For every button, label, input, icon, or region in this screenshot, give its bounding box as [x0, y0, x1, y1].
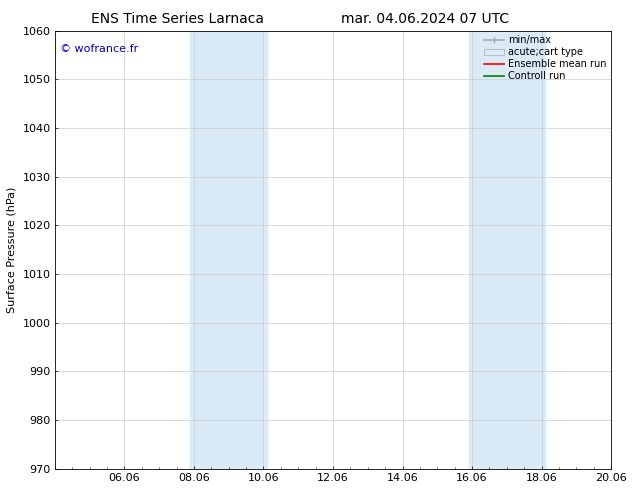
- Text: ENS Time Series Larnaca: ENS Time Series Larnaca: [91, 12, 264, 26]
- Text: © wofrance.fr: © wofrance.fr: [60, 44, 139, 54]
- Bar: [469, 30, 489, 469]
- Bar: [211, 30, 267, 469]
- Y-axis label: Surface Pressure (hPa): Surface Pressure (hPa): [7, 187, 17, 313]
- Legend: min/max, acute;cart type, Ensemble mean run, Controll run: min/max, acute;cart type, Ensemble mean …: [482, 32, 609, 84]
- Bar: [190, 30, 211, 469]
- Text: mar. 04.06.2024 07 UTC: mar. 04.06.2024 07 UTC: [340, 12, 509, 26]
- Bar: [489, 30, 545, 469]
